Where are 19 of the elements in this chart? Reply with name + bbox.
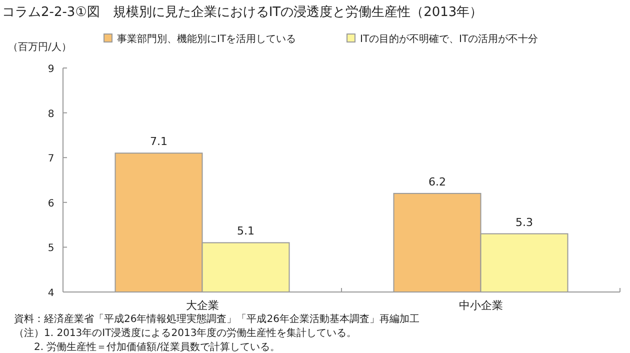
data-label: 5.1 — [237, 224, 254, 238]
text: 2. 労働生産性＝付加価値額/従業員数で計算している。 — [34, 341, 280, 353]
text: （注）1. 2013年のIT浸透度による2013年度の労働生産性を集計している。 — [14, 327, 357, 339]
chart-title: コラム2-2-3①図 規模別に見た企業におけるITの浸透度と労働生産性（2013年） — [2, 4, 483, 20]
y-tick-label: 9 — [48, 64, 54, 75]
y-tick-label: 4 — [48, 288, 54, 299]
y-tick-label: 8 — [48, 108, 54, 120]
data-label: 7.1 — [150, 135, 168, 148]
x-tick-label: 大企業 — [186, 299, 219, 312]
x-tick-label: 中小企業 — [458, 299, 503, 312]
legend-label: ITの目的が不明確で、ITの活用が不十分 — [360, 33, 538, 45]
text: 資料：経済産業省「平成26年情報処理実態調査」「平成26年企業活動基本調査」再編加工 — [14, 313, 420, 325]
y-tick-label: 6 — [48, 198, 54, 210]
y-tick-label: 7 — [48, 154, 54, 165]
y-axis-title: （百万円/人） — [8, 42, 72, 53]
y-tick-label: 5 — [48, 243, 54, 254]
data-label: 6.2 — [428, 175, 446, 188]
data-label: 5.3 — [516, 216, 533, 229]
legend-label: 事業部門別、機能別にITを活用している — [117, 33, 296, 45]
